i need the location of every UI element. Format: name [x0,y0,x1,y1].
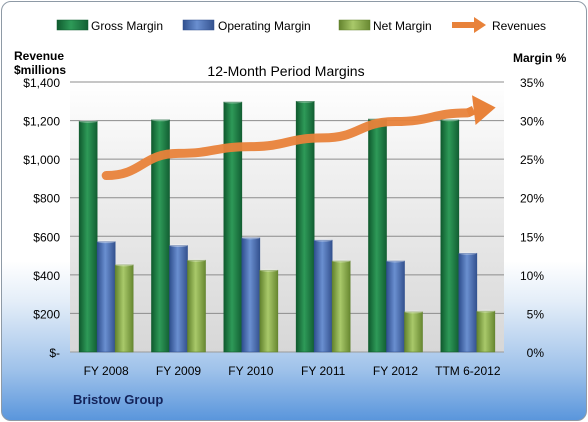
right-tick-label: 25% [520,153,544,167]
bar-gross-margin-highlight [151,118,170,122]
bar-gross-margin-highlight [79,119,98,123]
bar-net-margin-highlight [404,310,423,314]
bar-net-margin [114,264,134,353]
bar-operating-margin [458,252,478,353]
bar-operating-margin-highlight [169,244,188,248]
revenue-series [101,95,496,181]
bar-operating-margin-highlight [97,240,116,244]
right-tick-label: 35% [520,76,544,90]
bar-net-margin [331,260,351,353]
bar-net-margin-highlight [332,259,351,263]
revenue-arrowhead [472,95,496,126]
bar-net-margin [187,259,206,353]
gridlines [70,81,504,353]
bar-gross-margin [223,101,243,353]
bar-operating-margin-highlight [458,251,477,255]
bar-operating-margin [313,239,333,353]
right-tick-label: 20% [520,192,544,206]
legend-label-gross-margin: Gross Margin [91,19,163,33]
company-label: Bristow Group [73,392,163,407]
right-tick-label: 30% [520,115,544,129]
bar-net-margin [476,310,496,353]
bar-operating-margin-highlight [314,238,333,242]
bar-operating-margin [241,237,261,353]
legend-swatch-net-margin [338,19,371,31]
chart-title: 12-Month Period Margins [207,63,364,79]
right-axis-ticks: 0% 5% 10% 15% 20% 25% 30% 35% [520,76,544,360]
category-labels: FY 2008 FY 2009 FY 2010 FY 2011 FY 2012 TTM 6… [84,364,501,378]
left-tick-label: $1,400 [23,76,60,90]
bar-operating-margin-highlight [241,236,260,240]
bar-gross-margin [295,100,315,353]
left-tick-label: $200 [33,307,60,321]
legend-label-revenues: Revenues [492,19,546,33]
bar-net-margin [259,269,279,353]
bar-gross-margin-highlight [223,100,242,104]
bars-group [78,99,496,353]
right-tick-label: 5% [527,307,545,321]
bar-operating-margin-highlight [386,259,405,263]
bar-gross-margin [151,119,170,353]
legend-swatch-gross-margin [56,19,89,31]
revenue-line [101,108,473,181]
left-axis-title-line1: Revenue [14,49,64,63]
category-label: FY 2008 [84,364,129,378]
bar-operating-margin [386,260,405,353]
legend-swatch-operating-margin [182,19,215,31]
right-tick-label: 10% [520,269,544,283]
category-label: FY 2011 [301,364,346,378]
left-tick-label: $1,200 [23,115,60,129]
right-tick-label: 0% [527,346,545,360]
revenue-arrow-shaft [465,106,476,117]
left-tick-label: $- [49,346,60,360]
left-axis-title-line2: $millions [14,63,66,77]
bar-net-margin-highlight [115,263,134,267]
bar-gross-margin [440,119,460,353]
category-label: FY 2012 [373,364,418,378]
bar-net-margin-highlight [476,309,495,313]
left-tick-label: $1,000 [23,153,60,167]
left-tick-label: $400 [33,269,60,283]
legend-label-operating-margin: Operating Margin [218,19,311,33]
bar-gross-margin [78,121,98,353]
bar-net-margin-highlight [187,258,206,262]
left-tick-label: $800 [33,192,60,206]
bar-operating-margin [169,245,188,353]
right-tick-label: 15% [520,230,544,244]
bar-gross-margin-highlight [296,99,315,103]
legend-label-net-margin: Net Margin [373,19,432,33]
bar-gross-margin [368,118,387,353]
right-axis-title: Margin % [513,51,567,65]
plot-area [70,82,504,352]
bar-operating-margin [96,241,116,353]
left-tick-label: $600 [33,230,60,244]
category-label: FY 2010 [228,364,273,378]
category-label: TTM 6-2012 [435,364,501,378]
bar-net-margin-highlight [259,268,278,272]
left-axis-ticks: $- $200 $400 $600 $800 $1,000 $1,200 $1,400 [23,76,60,360]
bar-net-margin [404,311,423,353]
legend: Gross Margin Operating Margin Net Margin… [56,17,546,33]
legend-arrowhead-revenues [474,17,486,33]
category-label: FY 2009 [156,364,201,378]
